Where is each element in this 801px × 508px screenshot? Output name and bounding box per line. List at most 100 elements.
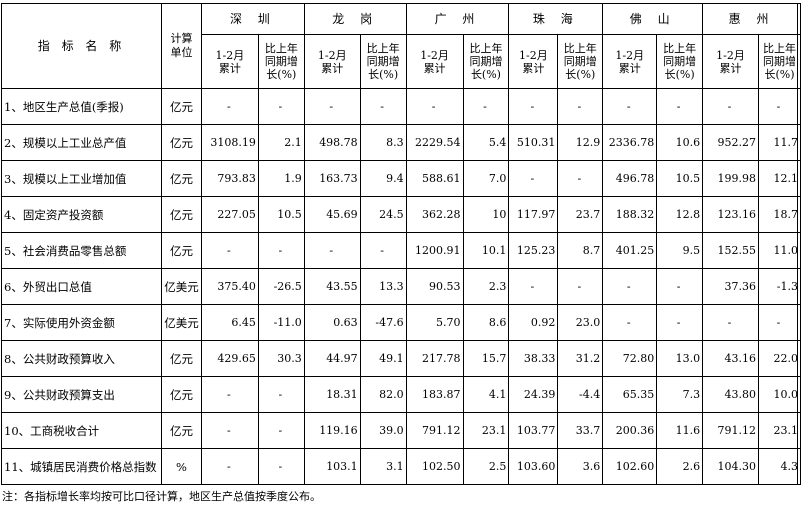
cell-cumulative: 375.40 xyxy=(200,268,259,305)
cell-growth: 8.7 xyxy=(557,232,604,269)
cell-cumulative: - xyxy=(200,412,259,449)
cell-growth: 23.1 xyxy=(757,412,801,449)
cell-cumulative: 45.69 xyxy=(303,196,361,233)
cell-growth: - xyxy=(656,268,704,305)
cell-cumulative: 152.55 xyxy=(702,232,759,269)
cell-growth: 10.6 xyxy=(656,124,704,161)
subheader-cumulative: 1-2月 累计 xyxy=(303,34,361,89)
subheader-growth-line3: 长(%) xyxy=(368,68,399,81)
cell-cumulative: - xyxy=(303,232,361,269)
row-unit: 亿元 xyxy=(160,412,202,449)
row-label: 10、工商税收合计 xyxy=(1,412,162,449)
header-indicator-name: 指 标 名 称 xyxy=(1,3,162,89)
cell-cumulative: 496.78 xyxy=(602,160,658,197)
cell-growth: 1.9 xyxy=(257,160,305,197)
subheader-cumulative: 1-2月 累计 xyxy=(508,34,559,89)
cell-growth: 9.5 xyxy=(656,232,704,269)
subheader-growth: 比上年 同期增 长(%) xyxy=(656,34,704,89)
cell-cumulative: - xyxy=(508,268,559,305)
cell-cumulative: - xyxy=(303,88,361,125)
subheader-cumulative-line1: 1-2月 xyxy=(615,48,645,62)
cell-growth: 18.7 xyxy=(757,196,801,233)
subheader-cumulative-line1: 1-2月 xyxy=(317,48,347,62)
row-unit: 亿元 xyxy=(160,124,202,161)
subheader-growth-line1: 比上年 xyxy=(366,42,400,55)
subheader-cumulative-line2: 累计 xyxy=(218,61,241,75)
table-row: 5、社会消费品零售总额 亿元 - - - -1200.91 10.1 125.23 8.7 401… xyxy=(1,232,801,269)
statistics-table: 指 标 名 称 计算 单位 深 圳 龙 岗 广 州 珠 海 佛 山 惠 州 1-… xyxy=(1,3,801,485)
table-row: 8、公共财政预算收入 亿元 429.65 30.3 44.97 49.1 217.78 15.… xyxy=(1,340,801,377)
subheader-growth: 比上年 同期增 长(%) xyxy=(257,34,305,89)
cell-cumulative: - xyxy=(405,88,464,125)
cell-growth: 9.4 xyxy=(359,160,407,197)
cell-growth: 13.3 xyxy=(359,268,407,305)
cell-growth: 10.5 xyxy=(656,160,704,197)
cell-cumulative: - xyxy=(508,88,559,125)
cell-cumulative: - xyxy=(602,304,658,341)
cell-cumulative: 103.1 xyxy=(303,448,361,485)
cell-cumulative: 429.65 xyxy=(200,340,259,377)
subheader-growth-line1: 比上年 xyxy=(469,42,503,55)
subheader-growth-line2: 同期增 xyxy=(663,55,697,68)
row-label: 8、公共财政预算收入 xyxy=(1,340,162,377)
cell-growth: -26.5 xyxy=(257,268,305,305)
cell-growth: 7.3 xyxy=(656,376,704,413)
table-row: 9、公共财政预算支出 亿元 - -18.31 82.0 183.87 4.1 24.39 -4.… xyxy=(1,376,801,413)
cell-growth: 8.6 xyxy=(462,304,510,341)
row-label: 6、外贸出口总值 xyxy=(1,268,162,305)
cell-growth: - xyxy=(757,88,801,125)
cell-cumulative: 90.53 xyxy=(405,268,464,305)
cell-growth: 10.5 xyxy=(257,196,305,233)
cell-growth: - xyxy=(557,268,604,305)
cell-growth: 2.6 xyxy=(656,448,704,485)
row-unit: 亿元 xyxy=(160,88,202,125)
cell-growth: 31.2 xyxy=(557,340,604,377)
cell-cumulative: 24.39 xyxy=(508,376,559,413)
header-unit: 计算 单位 xyxy=(160,3,202,89)
row-label: 3、规模以上工业增加值 xyxy=(1,160,162,197)
row-label: 2、规模以上工业总产值 xyxy=(1,124,162,161)
cell-cumulative: 217.78 xyxy=(405,340,464,377)
cell-cumulative: - xyxy=(702,304,759,341)
subheader-growth: 比上年 同期增 长(%) xyxy=(757,34,801,89)
cell-cumulative: 102.50 xyxy=(405,448,464,485)
table-row: 6、外贸出口总值 亿美元 375.40 -26.5 43.55 13.3 90.53 2.3-… xyxy=(1,268,801,305)
cell-cumulative: 18.31 xyxy=(303,376,361,413)
subheader-growth: 比上年 同期增 长(%) xyxy=(359,34,407,89)
row-label: 4、固定资产投资额 xyxy=(1,196,162,233)
table-row: 3、规模以上工业增加值 亿元 793.83 1.9 163.73 9.4 588.61 7.0… xyxy=(1,160,801,197)
cell-growth: 22.0 xyxy=(757,340,801,377)
cell-growth: - xyxy=(257,376,305,413)
cell-growth: 11.0 xyxy=(757,232,801,269)
header-city-huizhou: 惠 州 xyxy=(702,3,801,35)
subheader-cumulative: 1-2月 累计 xyxy=(200,34,259,89)
cell-growth: - xyxy=(757,304,801,341)
cell-growth: 7.0 xyxy=(462,160,510,197)
row-label: 7、实际使用外资金额 xyxy=(1,304,162,341)
cell-cumulative: 401.25 xyxy=(602,232,658,269)
cell-cumulative: 102.60 xyxy=(602,448,658,485)
footnote: 注：各指标增长率均按可比口径计算，地区生产总值按季度公布。 xyxy=(2,490,321,503)
subheader-growth: 比上年 同期增 长(%) xyxy=(557,34,604,89)
cell-cumulative: - xyxy=(200,376,259,413)
cell-cumulative: 952.27 xyxy=(702,124,759,161)
header-city-zhuhai: 珠 海 xyxy=(508,3,604,35)
cell-cumulative: - xyxy=(702,88,759,125)
cell-cumulative: 1200.91 xyxy=(405,232,464,269)
cell-growth: 3.6 xyxy=(557,448,604,485)
subheader-cumulative-line1: 1-2月 xyxy=(519,48,548,62)
cell-cumulative: 65.35 xyxy=(602,376,658,413)
cell-growth: - xyxy=(257,412,305,449)
subheader-growth-line2: 同期增 xyxy=(264,55,298,68)
cell-growth: 33.7 xyxy=(557,412,604,449)
cell-growth: 4.3 xyxy=(757,448,801,485)
cell-cumulative: 123.16 xyxy=(702,196,759,233)
table-row: 11、城镇居民消费价格总指数% - -103.1 3.1 102.50 2.5 103.60… xyxy=(1,448,801,485)
subheader-cumulative: 1-2月 累计 xyxy=(702,34,759,89)
cell-cumulative: - xyxy=(200,232,259,269)
table-row: 1、地区生产总值(季报) 亿元 - - - - - - - - - - - - xyxy=(1,88,801,125)
subheader-cumulative: 1-2月 累计 xyxy=(602,34,658,89)
cell-cumulative: 0.63 xyxy=(303,304,361,341)
subheader-growth-line2: 同期增 xyxy=(469,55,503,68)
cell-growth: 39.0 xyxy=(359,412,407,449)
